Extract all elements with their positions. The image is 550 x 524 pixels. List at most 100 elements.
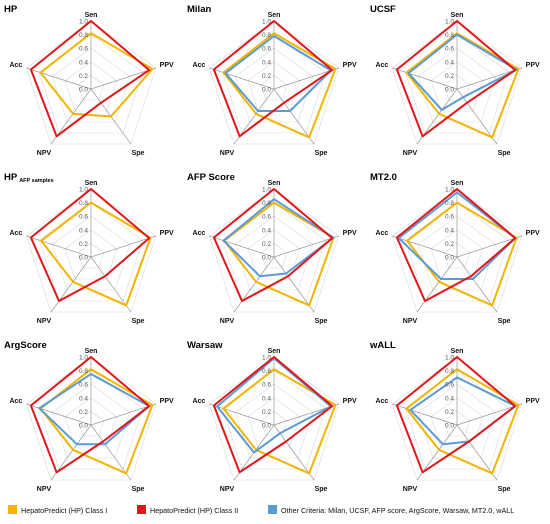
axis-label-acc: Acc [192, 230, 205, 237]
axis-spoke [456, 88, 498, 145]
tick-label: 1.0 [79, 187, 88, 194]
series-warsaw [216, 357, 332, 454]
axis-label-ppv: PPV [526, 62, 540, 69]
axis-label-spe: Spe [498, 318, 511, 325]
axis-spoke [26, 67, 92, 90]
tick-label: 0.0 [79, 423, 88, 430]
axis-spoke [90, 424, 132, 481]
axis-label-spe: Spe [498, 486, 511, 493]
axis-spoke [50, 256, 92, 313]
panel-title: HP AFP samples [4, 172, 54, 184]
panel-subtitle: AFP samples [19, 178, 53, 184]
tick-label: 1.0 [445, 19, 454, 26]
axis-label-npv: NPV [37, 150, 52, 157]
grid-ring [25, 356, 157, 481]
legend-label: HepatoPredict (HP) Class I [21, 506, 107, 515]
tick-label: 0.0 [445, 87, 454, 94]
series-hepatopredict-hp-class-ii [395, 188, 517, 302]
axis-spoke [273, 67, 339, 90]
tick-label: 0.2 [79, 409, 88, 416]
tick-label: 0.6 [445, 214, 454, 221]
axis-label-npv: NPV [220, 150, 235, 157]
axis-spoke [90, 403, 156, 426]
axis-label-ppv: PPV [526, 230, 540, 237]
axis-label-sen: Sen [268, 180, 281, 187]
series-hepatopredict-hp-class-ii [395, 20, 517, 138]
axis-spoke [233, 256, 275, 313]
tick-label: 0.4 [262, 59, 271, 66]
axis-spoke [209, 67, 275, 90]
axis-label-sen: Sen [85, 12, 98, 19]
tick-label: 0.2 [79, 241, 88, 248]
grid-ring [64, 397, 118, 448]
series-afp-score [222, 198, 335, 278]
tick-label: 0.4 [79, 59, 88, 66]
tick-label: 0.8 [79, 368, 88, 375]
axis-label-spe: Spe [315, 486, 328, 493]
grid-ring [77, 75, 105, 101]
axis-spoke [456, 403, 522, 426]
series-wall [409, 376, 517, 446]
tick-label: 0.6 [262, 214, 271, 221]
axis-label-sen: Sen [451, 348, 464, 355]
tick-label: 0.2 [262, 409, 271, 416]
axis-spoke [456, 235, 522, 258]
grid-ring [38, 202, 144, 302]
tick-label: 0.4 [262, 227, 271, 234]
axis-label-npv: NPV [403, 150, 418, 157]
axis-spoke [209, 403, 275, 426]
panel-title: ArgScore [4, 340, 47, 351]
axis-label-ppv: PPV [343, 62, 357, 69]
tick-label: 0.6 [445, 46, 454, 53]
grid-ring [208, 20, 340, 145]
tick-label: 0.2 [445, 241, 454, 248]
tick-label: 0.4 [445, 59, 454, 66]
grid-ring [77, 243, 105, 269]
axis-label-ppv: PPV [526, 398, 540, 405]
axis-label-sen: Sen [451, 12, 464, 19]
tick-label: 0.8 [262, 32, 271, 39]
legend-label: HepatoPredict (HP) Class II [150, 506, 238, 515]
series-hepatopredict-hp-class-ii [212, 188, 334, 302]
tick-label: 0.8 [79, 200, 88, 207]
tick-label: 0.8 [79, 32, 88, 39]
axis-spoke [416, 256, 458, 313]
axis-label-ppv: PPV [343, 398, 357, 405]
axis-label-acc: Acc [375, 398, 388, 405]
tick-label: 0.4 [262, 395, 271, 402]
axis-spoke [26, 403, 92, 426]
grid-ring [260, 75, 288, 101]
tick-label: 1.0 [262, 355, 271, 362]
axis-label-npv: NPV [403, 318, 418, 325]
axis-label-ppv: PPV [160, 230, 174, 237]
axis-label-sen: Sen [268, 348, 281, 355]
grid-ring [77, 411, 105, 437]
panel-title: Milan [187, 4, 211, 15]
tick-label: 0.6 [79, 214, 88, 221]
grid-ring [391, 20, 523, 145]
axis-label-npv: NPV [220, 486, 235, 493]
axis-spoke [273, 235, 339, 258]
axis-label-npv: NPV [220, 318, 235, 325]
tick-label: 1.0 [79, 19, 88, 26]
axis-spoke [26, 235, 92, 258]
axis-label-spe: Spe [498, 150, 511, 157]
tick-label: 0.4 [79, 395, 88, 402]
grid-ring [430, 397, 484, 448]
tick-label: 0.0 [262, 87, 271, 94]
axis-spoke [273, 256, 315, 313]
tick-label: 0.8 [445, 368, 454, 375]
tick-label: 1.0 [262, 187, 271, 194]
grid-ring [208, 356, 340, 481]
axis-label-acc: Acc [375, 230, 388, 237]
tick-label: 0.6 [445, 382, 454, 389]
tick-label: 1.0 [445, 187, 454, 194]
